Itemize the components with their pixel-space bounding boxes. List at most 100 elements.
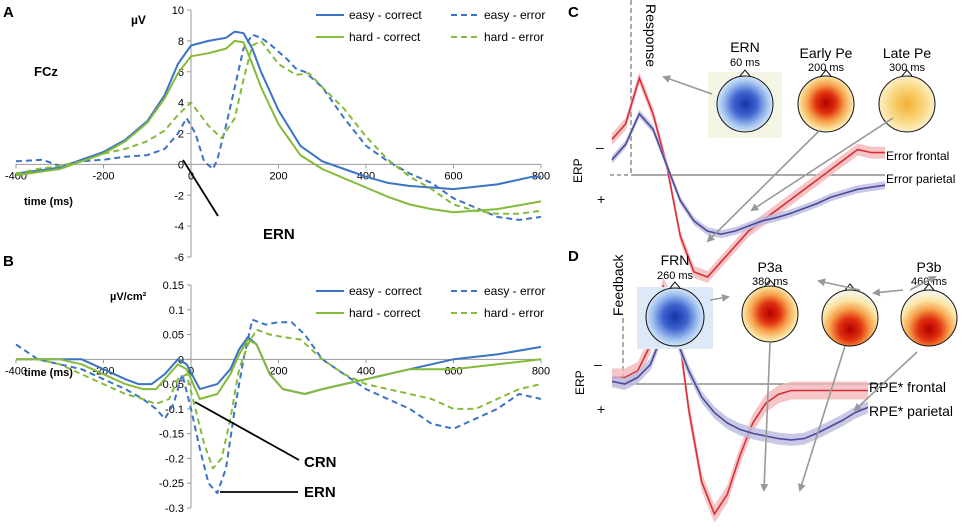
topo-frn-ms: 260 ms: [657, 270, 694, 282]
x-tick-label: 200: [269, 365, 287, 377]
topo-p3b: P3b 460 ms: [900, 259, 958, 347]
x-tick-label: 200: [269, 170, 287, 182]
topo-early-pe-head: [797, 75, 855, 133]
x-tick-label: 400: [357, 365, 375, 377]
topo-early-pe: Early Pe 200 ms: [797, 45, 855, 133]
panel-b-xlabel: time (ms): [24, 367, 73, 379]
c-arrow-ern: [662, 75, 713, 95]
topo-frn-nose: [669, 281, 681, 289]
panel-a-legend: easy - correct easy - error hard - correct…: [316, 8, 545, 44]
series-line-hard-correct: [16, 338, 542, 400]
x-tick-label: -200: [92, 365, 114, 377]
topo-p3a-ms: 380 ms: [752, 276, 789, 288]
c-series-label-parietal: Error parietal: [886, 172, 955, 186]
d-arrow-p3a-link: [817, 278, 861, 291]
topo-p3b-head: [900, 289, 958, 347]
crn-pointer: [194, 401, 300, 461]
panel-a-lines: [15, 30, 542, 221]
topo-late-pe-head: [878, 75, 936, 133]
d-arrow-p3b: [909, 276, 937, 291]
confidence-band-error-frontal: [612, 72, 885, 283]
y-tick-label: -0.25: [159, 478, 184, 490]
ern-annotation-b: ERN: [304, 484, 336, 501]
c-plus-sign: +: [597, 191, 605, 207]
panel-a-label: A: [3, 4, 14, 21]
series-line-easy-error: [15, 33, 542, 221]
topo-p3-mid: [821, 283, 879, 347]
x-tick-label: 600: [444, 365, 462, 377]
panel-d-label: D: [568, 248, 579, 265]
topo-p3a-title: P3a: [758, 259, 783, 275]
topo-frn-title: FRN: [661, 252, 690, 268]
y-tick-label: -4: [174, 221, 184, 233]
legend-label-easy-error: easy - error: [484, 284, 545, 298]
series-line-error-parietal: [611, 112, 886, 236]
topo-late-pe-nose: [901, 69, 913, 77]
panel-c-lines: [611, 72, 886, 283]
legend-label-easy-correct: easy - correct: [349, 8, 422, 22]
c-arrow-late-pe: [750, 117, 894, 212]
d-arrow-p3b-mid: [872, 288, 904, 297]
series-line-hard-error: [16, 328, 542, 470]
panel-a-xlabel: time (ms): [24, 196, 73, 208]
d-series-label-frontal: RPE* frontal: [869, 379, 946, 395]
series-line-easy-error: [15, 318, 542, 495]
topo-early-pe-ms: 200 ms: [808, 62, 845, 74]
d-erp-label: ERP: [573, 370, 587, 395]
legend-label-hard-error: hard - error: [484, 306, 544, 320]
ern-annotation-a: ERN: [263, 226, 295, 243]
topo-p3b-nose: [923, 283, 935, 291]
series-line-hard-error: [15, 39, 542, 215]
panel-c-label: C: [568, 4, 579, 21]
confidence-band-error-parietal: [612, 109, 885, 239]
topo-frn-head: [645, 287, 705, 347]
x-tick-label: -200: [92, 170, 114, 182]
d-series-label-parietal: RPE* parietal: [869, 403, 953, 419]
panel-b-ylabel: µV/cm²: [110, 291, 147, 303]
topo-late-pe-title: Late Pe: [883, 45, 931, 61]
panel-b-label: B: [3, 253, 14, 270]
legend-label-hard-correct: hard - correct: [349, 30, 421, 44]
c-erp-label: ERP: [571, 158, 585, 183]
series-line-hard-correct: [15, 39, 542, 214]
panel-b-lines: [15, 318, 542, 495]
topo-early-pe-nose: [820, 69, 832, 77]
y-tick-label: 4: [178, 98, 184, 110]
d-arrow-p3a: [760, 342, 771, 492]
y-tick-label: 8: [178, 36, 184, 48]
d-minus-sign: –: [594, 356, 602, 372]
topo-ern-title: ERN: [730, 39, 760, 55]
topo-late-pe: Late Pe 300 ms: [878, 45, 936, 133]
crn-annotation: CRN: [304, 454, 337, 471]
topo-frn: FRN 260 ms: [637, 252, 713, 349]
topo-ern-nose: [739, 69, 751, 77]
panel-b: B µV/cm² time (ms) -400 -200 0 200 400 600 800…: [3, 253, 550, 515]
x-tick-label: 0: [188, 170, 194, 182]
topo-p3-mid-head: [821, 289, 879, 347]
legend-label-easy-error: easy - error: [484, 8, 545, 22]
topo-p3a: P3a 380 ms: [741, 259, 799, 343]
topo-ern-ms: 60 ms: [730, 57, 760, 69]
panel-a-channel-label: FCz: [34, 64, 58, 79]
y-tick-label: 6: [178, 67, 184, 79]
topo-early-pe-title: Early Pe: [800, 45, 853, 61]
y-tick-label: 0.1: [169, 305, 184, 317]
series-line-error-frontal: [611, 75, 885, 278]
legend-label-hard-correct: hard - correct: [349, 306, 421, 320]
c-arrow-early-pe: [706, 129, 821, 243]
y-tick-label: 0: [178, 159, 184, 171]
panel-c: C Response – + ERP Error frontal Error p…: [568, 0, 955, 283]
topo-late-pe-ms: 300 ms: [889, 62, 926, 74]
y-tick-label: -0.3: [165, 503, 184, 515]
c-minus-sign: –: [596, 139, 604, 155]
c-series-label-frontal: Error frontal: [886, 149, 949, 163]
d-plus-sign: +: [597, 401, 605, 417]
y-tick-label: 10: [172, 5, 184, 17]
panel-a: A µV FCz time (ms) -400 -200 0 200 400 600 800…: [3, 4, 550, 264]
panel-a-ylabel: µV: [131, 13, 146, 27]
response-label: Response: [643, 4, 659, 67]
feedback-label: Feedback: [610, 254, 626, 316]
topo-ern-head: [716, 75, 774, 133]
topo-p3b-title: P3b: [917, 259, 942, 275]
x-tick-label: 600: [444, 170, 462, 182]
